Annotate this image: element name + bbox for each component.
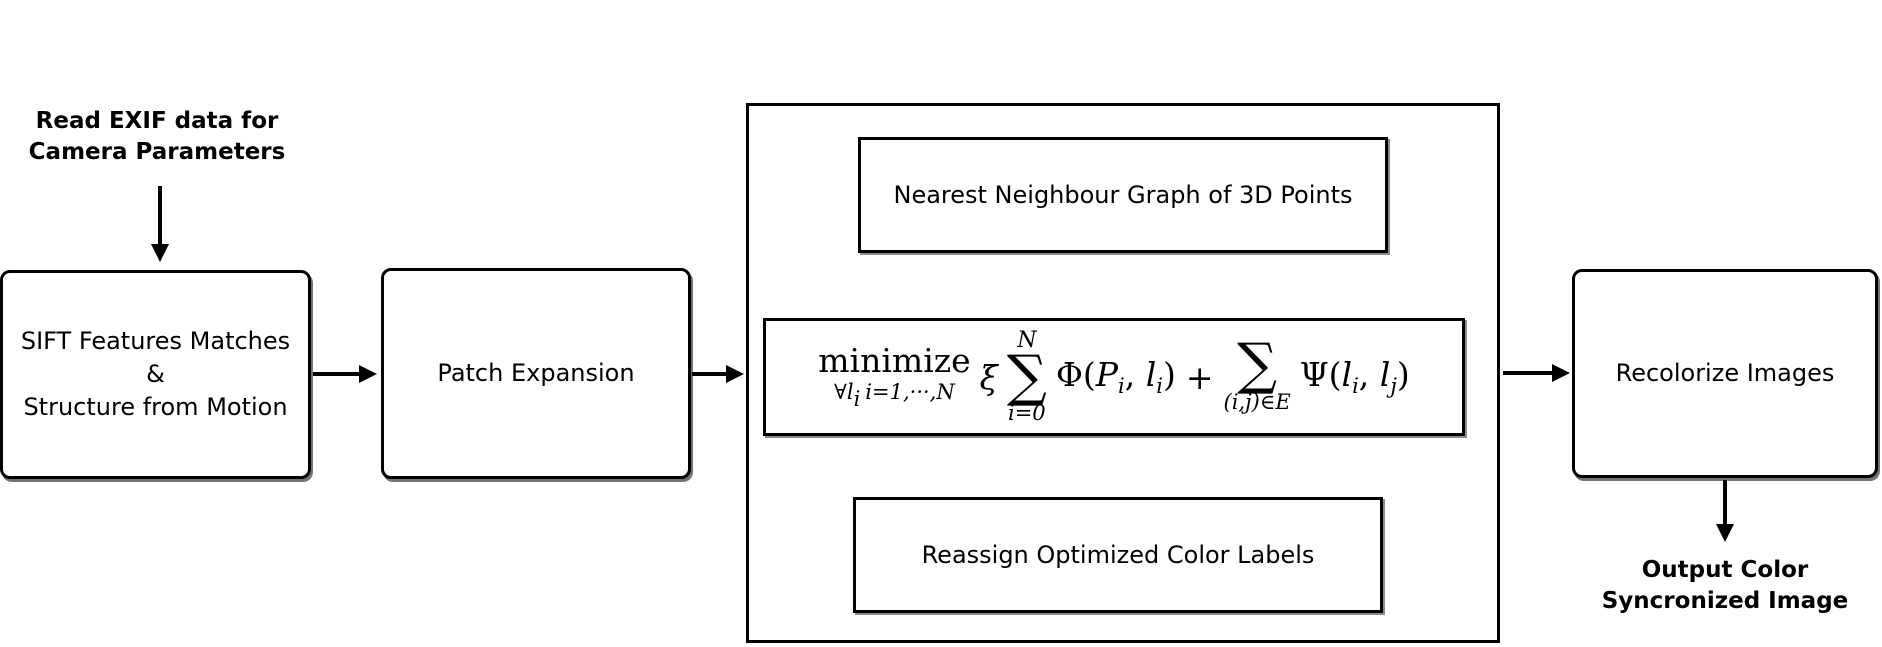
sift-sfm-line1: SIFT Features Matches: [20, 327, 291, 355]
arrow-recolorize-to-output: [1716, 480, 1734, 542]
recolorize-box: Recolorize Images: [1572, 269, 1878, 478]
output-annotation-line1: Output Color: [1641, 557, 1809, 583]
minimization-formula: minimize ∀li i=1,···,N ξ N ∑ i=0 Φ(Pi, li…: [766, 321, 1462, 433]
reassign-labels-box: Reassign Optimized Color Labels: [853, 497, 1383, 613]
exif-annotation: Read EXIF data for Camera Parameters: [17, 106, 297, 168]
formula-box: minimize ∀li i=1,···,N ξ N ∑ i=0 Φ(Pi, li…: [763, 318, 1465, 436]
sigma-icon: ∑: [1006, 343, 1047, 409]
formula-sum-pairwise: ∑ (i,j)∈E: [1223, 332, 1291, 414]
arrow-optimization-to-recolorize: [1503, 364, 1570, 382]
exif-annotation-line1: Read EXIF data for: [35, 108, 279, 134]
exif-annotation-line2: Camera Parameters: [28, 139, 286, 165]
nearest-neighbour-label: Nearest Neighbour Graph of 3D Points: [893, 180, 1353, 209]
sift-sfm-box: SIFT Features Matches & Structure from M…: [0, 270, 311, 479]
sift-sfm-line2: &: [146, 360, 165, 388]
nearest-neighbour-box: Nearest Neighbour Graph of 3D Points: [858, 137, 1388, 253]
formula-sum-unary: N ∑ i=0: [1006, 327, 1047, 426]
patch-expansion-box: Patch Expansion: [381, 268, 691, 479]
output-annotation: Output Color Syncronized Image: [1595, 555, 1855, 617]
arrow-exif-to-sift: [151, 186, 169, 262]
formula-unary-term: Φ(Pi, li): [1055, 354, 1176, 398]
patch-expansion-label: Patch Expansion: [437, 359, 635, 387]
reassign-labels-label: Reassign Optimized Color Labels: [921, 540, 1315, 569]
formula-pairwise-term: Ψ(li, lj): [1299, 354, 1410, 398]
arrow-patch-to-optimization: [692, 365, 744, 383]
formula-operator: minimize: [818, 341, 971, 380]
output-annotation-line2: Syncronized Image: [1601, 588, 1849, 614]
sigma-icon: ∑: [1237, 332, 1278, 398]
formula-constraint: ∀li i=1,···,N: [834, 380, 955, 411]
sift-sfm-line3: Structure from Motion: [23, 393, 288, 421]
formula-weight-xi: ξ: [979, 357, 998, 397]
formula-plus: +: [1185, 357, 1214, 397]
recolorize-label: Recolorize Images: [1615, 359, 1835, 387]
arrow-sift-to-patch: [313, 365, 377, 383]
formula-minimize-column: minimize ∀li i=1,···,N: [818, 344, 970, 410]
